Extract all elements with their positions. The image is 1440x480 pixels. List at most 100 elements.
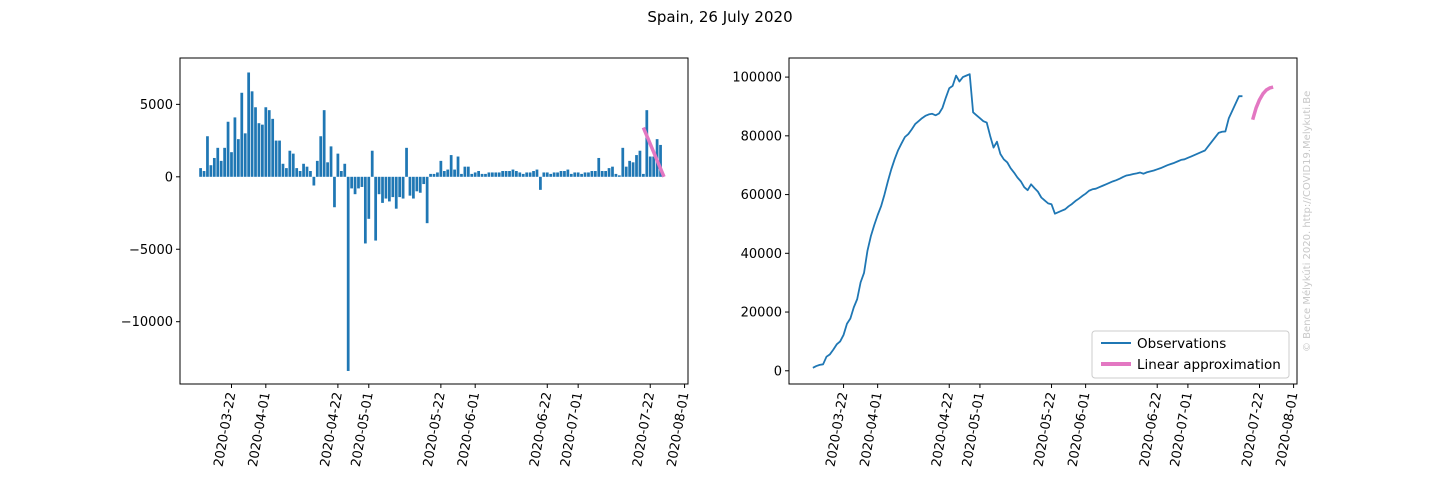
- bar: [466, 166, 470, 177]
- bar: [240, 92, 244, 177]
- legend-label-observations: Observations: [1137, 336, 1226, 352]
- right-x-tick-label: 2020-04-01: [858, 391, 886, 468]
- bar: [597, 157, 601, 177]
- bar: [391, 176, 395, 198]
- bar: [377, 176, 381, 195]
- bar: [302, 163, 305, 177]
- bar: [223, 147, 226, 177]
- bar: [593, 171, 597, 177]
- bar: [405, 147, 408, 177]
- bar: [309, 171, 312, 177]
- bar: [226, 121, 230, 177]
- cumulative-line-chart: 2020-03-22 2020-04-01 2020-04-22 2020-05-01…: [732, 57, 1302, 468]
- bar: [412, 176, 415, 199]
- bar: [470, 173, 474, 177]
- bar: [549, 173, 553, 177]
- bar: [635, 155, 638, 177]
- bar: [278, 140, 281, 177]
- left-x-tick-label: 2020-04-01: [246, 391, 274, 468]
- bar: [219, 160, 223, 177]
- right-x-tick-label: 2020-08-01: [1274, 391, 1302, 468]
- left-x-tick-label: 2020-05-22: [421, 391, 449, 468]
- bar: [247, 72, 251, 177]
- bar: [587, 172, 590, 177]
- bar: [456, 156, 460, 177]
- bar: [614, 173, 618, 177]
- series-line-approximation: [1250, 85, 1274, 121]
- bar: [357, 176, 360, 189]
- right-x-tick-label: 2020-06-22: [1137, 391, 1165, 468]
- bar: [367, 176, 371, 219]
- bar: [305, 166, 309, 177]
- bar: [257, 123, 261, 177]
- bar: [446, 169, 450, 177]
- bar: [202, 171, 206, 177]
- legend-box: [1091, 330, 1290, 379]
- bar: [563, 171, 566, 177]
- bar: [642, 173, 645, 177]
- bar: [494, 172, 498, 177]
- right-y-tick-label: 60000: [741, 188, 782, 203]
- figure-title: Spain, 26 July 2020: [647, 8, 792, 26]
- right-y-tick-label: 20000: [741, 306, 782, 321]
- bar: [556, 172, 559, 177]
- bar: [453, 169, 456, 177]
- right-x-tick-label: 2020-06-01: [1066, 391, 1094, 468]
- bar: [508, 171, 511, 177]
- bar: [480, 173, 484, 177]
- bar: [617, 175, 621, 177]
- bar: [439, 160, 443, 177]
- right-x-tick-label: 2020-04-22: [929, 391, 957, 468]
- right-x-tick-label: 2020-07-01: [1168, 391, 1196, 468]
- left-x-tick-label: 2020-07-01: [558, 391, 586, 468]
- bar: [398, 176, 402, 198]
- bar: [621, 147, 625, 177]
- bar: [418, 176, 422, 193]
- bar: [504, 171, 508, 177]
- bar: [631, 162, 635, 177]
- left-x-tick-label: 2020-04-22: [318, 391, 346, 468]
- bar: [288, 150, 292, 177]
- bar: [315, 160, 319, 177]
- bar: [607, 168, 611, 177]
- bar: [363, 176, 367, 244]
- bar: [394, 176, 398, 209]
- watermark: © Bence Mélykúti 2020. http://COVID19.Me…: [1301, 91, 1313, 352]
- right-y-tick-label: 80000: [741, 129, 782, 144]
- bar: [645, 110, 649, 177]
- bar: [525, 172, 529, 177]
- bar: [611, 166, 614, 177]
- bar: [329, 146, 333, 177]
- bar: [322, 110, 326, 177]
- bar: [312, 176, 316, 186]
- bar: [463, 166, 467, 177]
- left-plot-frame: [179, 57, 689, 385]
- bar: [408, 176, 412, 196]
- bar: [559, 171, 563, 177]
- left-x-tick-label: 2020-08-01: [665, 391, 693, 468]
- bar: [532, 171, 535, 177]
- bar: [353, 176, 357, 195]
- bar: [326, 162, 329, 177]
- bar: [487, 172, 491, 177]
- bar: [261, 124, 264, 177]
- bar: [209, 165, 213, 177]
- bar: [298, 171, 302, 177]
- bar: [250, 91, 254, 177]
- bar: [497, 172, 501, 177]
- bar: [442, 171, 446, 177]
- bar: [401, 176, 405, 199]
- right-y-tick-label: 100000: [732, 71, 782, 86]
- bar: [604, 171, 607, 177]
- bar: [576, 172, 580, 177]
- left-y-tick-label: 0: [165, 170, 173, 185]
- bar: [573, 172, 577, 177]
- bar: [339, 171, 343, 177]
- bar: [501, 171, 505, 177]
- bar: [624, 166, 628, 177]
- bar: [528, 172, 532, 177]
- bar: [580, 173, 583, 177]
- bar: [336, 153, 340, 177]
- bar: [216, 147, 220, 177]
